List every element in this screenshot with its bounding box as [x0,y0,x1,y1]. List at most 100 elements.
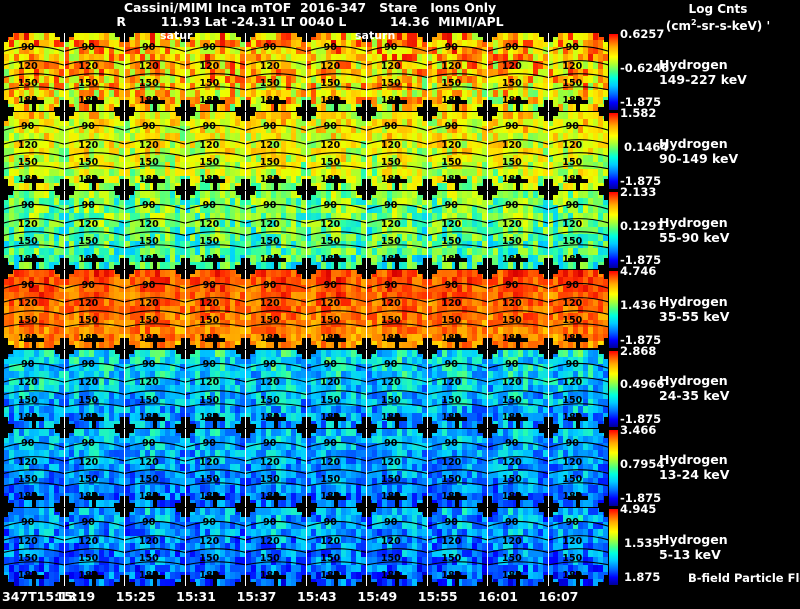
heatmap-cell [215,226,221,234]
heatmap-cell [280,104,286,112]
heatmap-cell [603,154,608,162]
spectrogram-panel[interactable]: 90120150180 [4,33,65,112]
heatmap-cell [159,341,165,349]
spectrogram-panel[interactable]: 90120150180 [246,191,307,270]
spectrogram-panel[interactable]: 90120150180 [125,191,186,270]
heatmap-cell [401,262,407,270]
spectrogram-panel[interactable]: 90120150180 [4,270,65,349]
heatmap-cell [326,40,332,48]
heatmap-cell [563,33,569,41]
heatmap-cell [230,82,236,90]
heatmap-cell [290,240,296,249]
heatmap-cell [396,226,402,234]
heatmap-cell [265,198,271,206]
spectrogram-panel[interactable]: 90120150180 [488,191,549,270]
heatmap-cell [406,133,412,141]
spectrogram-panel[interactable]: 90120150180 [64,270,125,349]
spectrogram-grid[interactable]: 9012015018090120150180901201501809012015… [4,33,608,587]
panel-corner-tick [59,33,64,42]
spectrogram-panel[interactable]: 90120150180 [4,191,65,270]
heatmap-cell [285,233,291,241]
heatmap-cell [119,226,124,234]
spectrogram-panel[interactable]: 90120150180 [4,112,65,191]
spectrogram-panel[interactable]: 90120150180 [488,33,549,112]
heatmap-cell [230,291,236,299]
heatmap-cell [285,82,291,90]
heatmap-cell [346,262,352,270]
heatmap-cell [13,277,19,285]
heatmap-cell [48,312,54,321]
heatmap-cell [104,334,110,342]
heatmap-cell [421,240,427,249]
heatmap-cell [406,82,412,90]
heatmap-cell [74,96,80,105]
heatmap-cell [246,54,251,62]
heatmap-cell [230,33,236,41]
heatmap-cell [139,75,145,83]
spectrogram-panel[interactable]: 90120150180 [125,33,186,112]
heatmap-cell [94,161,100,169]
heatmap-cell [568,198,574,206]
spectrogram-panel[interactable]: 90120150180 [64,191,125,270]
heatmap-cell [563,191,569,199]
spectrogram-panel[interactable]: 90120150180 [246,112,307,191]
spectrogram-panel[interactable]: 90120150180 [185,33,246,112]
heatmap-cell [386,33,392,41]
heatmap-cell [356,212,362,220]
heatmap-cell [411,176,417,184]
spectrogram-panel[interactable]: 90120150180 [125,270,186,349]
heatmap-cell [139,270,145,278]
heatmap-cell [462,233,468,241]
spectrogram-panel[interactable]: 90120150180 [185,112,246,191]
spectrogram-panel[interactable]: 90120150180 [427,33,488,112]
spectrogram-panel[interactable]: 90120150180 [548,112,608,191]
heatmap-cell [43,168,49,177]
spectrogram-panel[interactable]: 90120150180 [488,112,549,191]
spectrogram-panel[interactable]: 90120150180 [367,112,428,191]
contour-label: 90 [505,121,519,133]
spectrogram-panel[interactable]: 90120150180 [125,112,186,191]
spectrogram-panel[interactable]: 90120150180 [548,191,608,270]
heatmap-cell [104,147,110,155]
spectrogram-panel[interactable]: 90120150180 [64,112,125,191]
heatmap-cell [99,226,105,234]
heatmap-cell [185,161,191,169]
heatmap-cell [179,226,185,234]
heatmap-cell [356,68,362,76]
heatmap-cell [265,40,271,48]
heatmap-cell [190,75,196,83]
heatmap-cell [215,191,221,199]
panel-corner-tick [306,179,311,191]
heatmap-cell [195,89,201,97]
spectrogram-panel[interactable]: 90120150180 [64,33,125,112]
heatmap-cell [275,191,281,199]
spectrogram-panel[interactable]: 90120150180 [246,33,307,112]
spectrogram-panel[interactable]: 90120150180 [548,33,608,112]
panel-corner-tick [185,100,190,112]
heatmap-cell [300,219,306,227]
spectrogram-panel[interactable]: 90120150180 [367,33,428,112]
heatmap-cell [144,68,150,76]
heatmap-cell [149,40,155,48]
spectrogram-panel[interactable]: 90120150180 [306,191,367,270]
heatmap-cell [416,82,422,90]
heatmap-cell [79,270,85,278]
spectrogram-panel[interactable]: 90120150180 [185,270,246,349]
heatmap-cell [326,183,332,191]
heatmap-cell [381,168,387,177]
spectrogram-panel[interactable]: 90120150180 [367,191,428,270]
heatmap-cell [522,40,528,48]
heatmap-cell [109,82,115,90]
spectrogram-panel[interactable]: 90120150180 [427,191,488,270]
heatmap-cell [220,291,226,299]
spectrogram-panel[interactable]: 90120150180 [306,112,367,191]
heatmap-cell [416,54,422,62]
panel-corner-tick [64,112,69,122]
spectrogram-panel[interactable]: 90120150180 [306,33,367,112]
heatmap-cell [593,168,599,177]
panel-center-cross-vert [92,96,97,112]
heatmap-cell [84,198,90,206]
spectrogram-panel[interactable]: 90120150180 [185,191,246,270]
heatmap-cell [255,176,261,184]
spectrogram-panel[interactable]: 90120150180 [427,112,488,191]
